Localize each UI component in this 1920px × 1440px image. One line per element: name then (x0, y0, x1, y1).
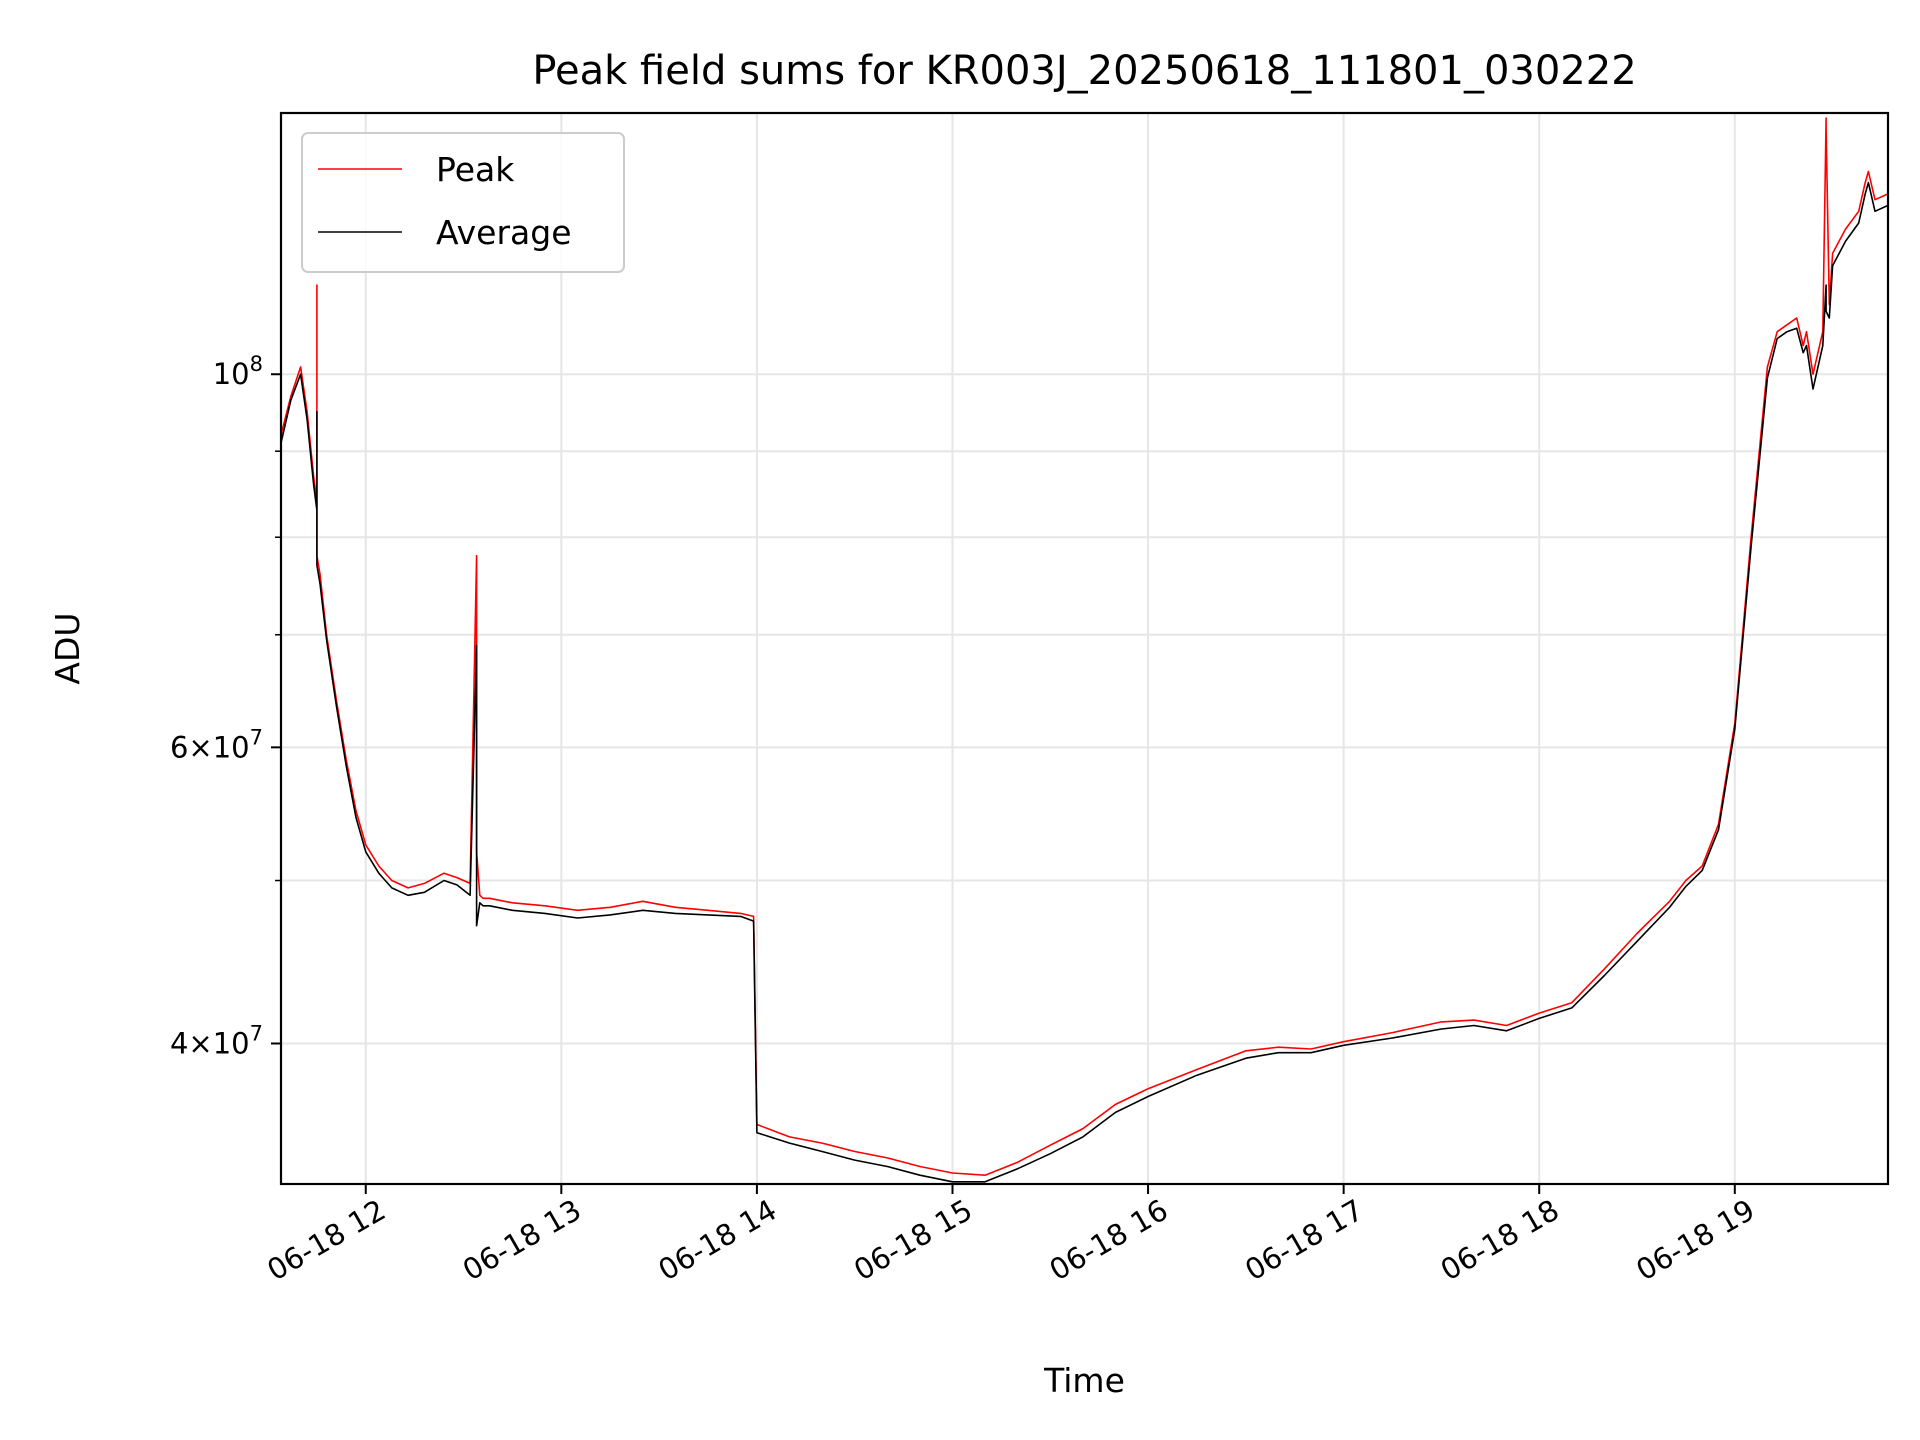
y-tick-times: × (188, 1026, 212, 1060)
y-tick-exponent: 7 (250, 1021, 263, 1045)
grid-layer (281, 113, 1888, 1184)
y-tick-base: 10 (213, 357, 250, 391)
legend: Peak Average (301, 132, 625, 273)
y-tick-exponent: 8 (250, 352, 263, 376)
chart-title: Peak field sums for KR003J_20250618_1118… (532, 48, 1636, 94)
series-line-peak (280, 117, 1889, 1176)
y-tick-mantissa: 4 (170, 1026, 188, 1060)
series-line-average (280, 181, 1889, 1183)
y-tick-times: × (188, 730, 212, 764)
y-tick-exponent: 7 (250, 725, 263, 749)
y-tick-mantissa: 6 (170, 730, 188, 764)
y-tick-label: 4×107 (170, 1021, 263, 1060)
y-tick-base: 10 (213, 1026, 250, 1060)
plot-area-frame (279, 111, 1890, 1186)
y-tick-base: 10 (213, 730, 250, 764)
series-layer (280, 117, 1889, 1183)
legend-label-peak: Peak (436, 150, 515, 189)
legend-label-average: Average (436, 213, 572, 252)
x-axis-title: Time (1043, 1361, 1125, 1400)
y-tick-label: 108 (213, 352, 263, 391)
legend-box (301, 132, 625, 273)
y-axis-title: ADU (48, 612, 87, 684)
y-tick-label: 6×107 (170, 725, 263, 764)
